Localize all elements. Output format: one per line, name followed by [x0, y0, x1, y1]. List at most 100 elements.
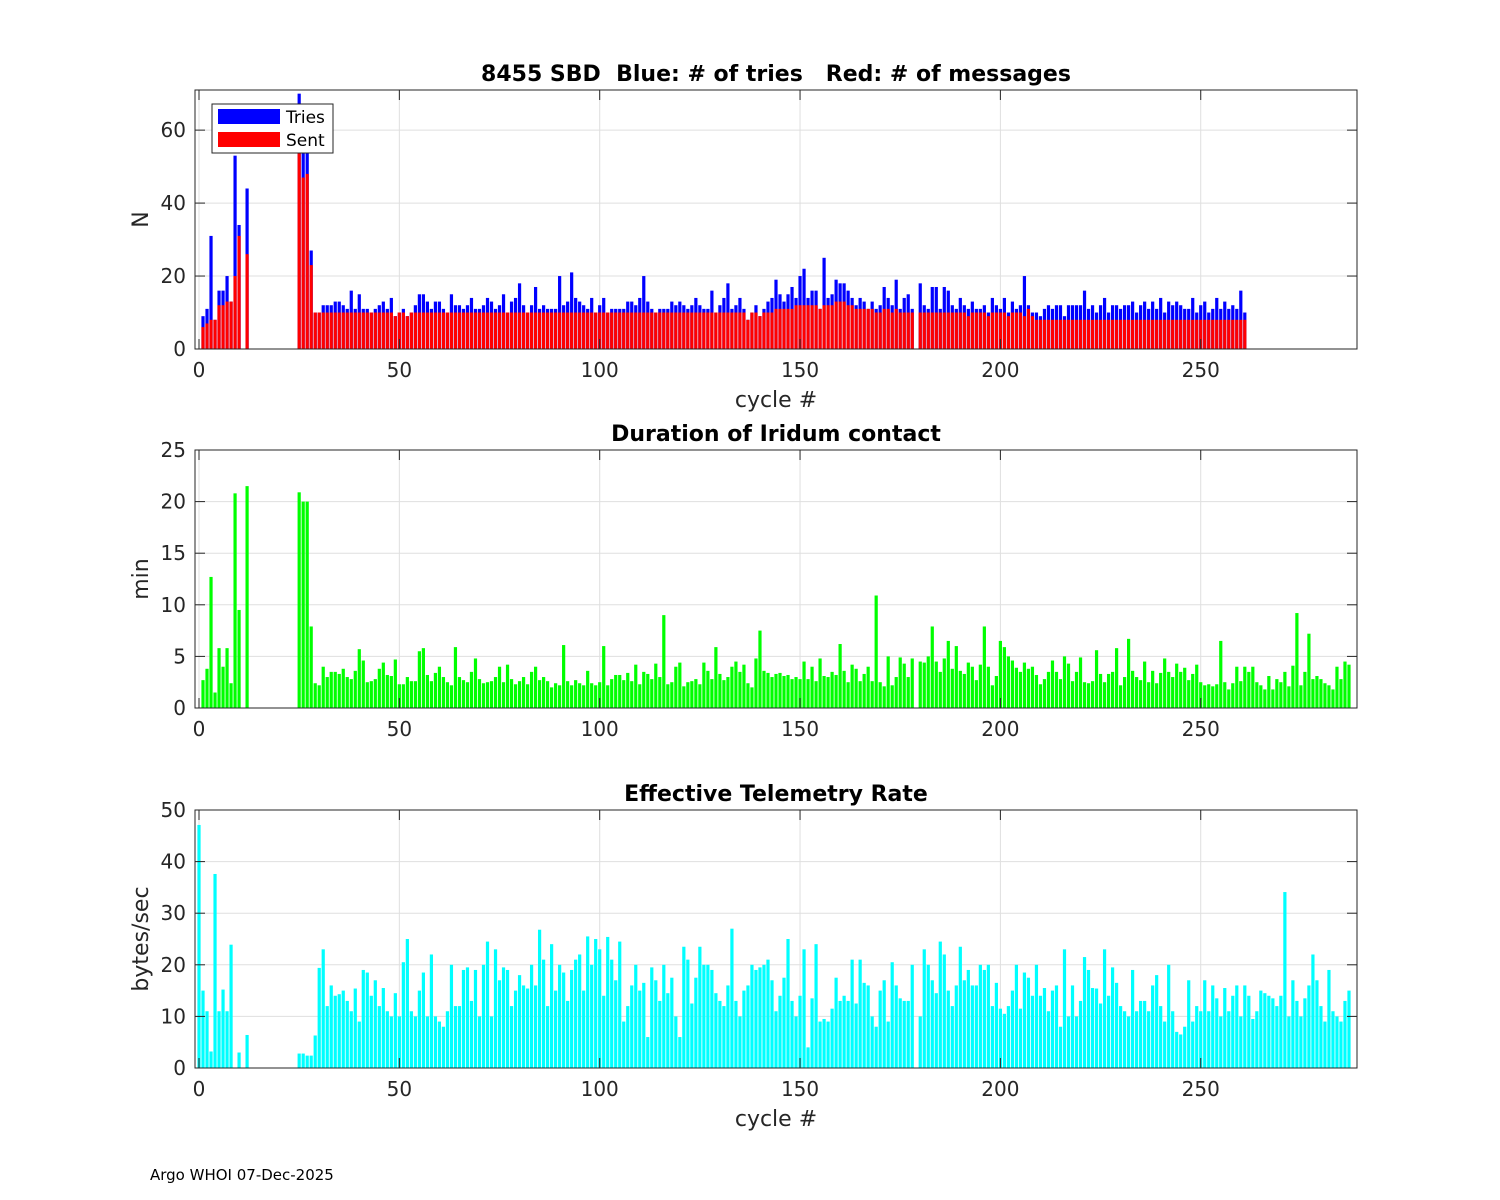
- bar: [317, 685, 321, 708]
- bar: [598, 682, 602, 708]
- bar: [606, 936, 610, 1068]
- bar-sent: [509, 312, 514, 349]
- bar: [718, 1000, 722, 1068]
- bar-sent: [1046, 319, 1051, 349]
- bar: [1070, 681, 1075, 708]
- bar: [445, 1011, 450, 1068]
- bar: [802, 949, 806, 1068]
- bar: [1259, 685, 1263, 708]
- bar: [1239, 681, 1243, 708]
- bar: [1143, 1000, 1147, 1068]
- bar-sent: [1038, 319, 1043, 349]
- bar: [1010, 660, 1015, 708]
- y-tick-label: 0: [173, 1056, 186, 1080]
- bar: [906, 677, 910, 708]
- bar: [349, 679, 353, 708]
- bar-sent: [201, 327, 205, 349]
- bar: [734, 1000, 738, 1068]
- bar: [429, 954, 434, 1068]
- bar: [541, 677, 546, 708]
- bar: [1171, 1011, 1175, 1068]
- bar-sent: [838, 301, 842, 349]
- bar-sent: [590, 312, 594, 349]
- bar: [437, 666, 442, 708]
- bar: [950, 668, 954, 708]
- bar: [626, 672, 630, 708]
- bar: [1271, 689, 1275, 708]
- bar-sent: [594, 312, 598, 349]
- bar: [1235, 985, 1239, 1068]
- bar-sent: [902, 312, 906, 349]
- bar-sent: [1131, 319, 1135, 349]
- bar: [1042, 988, 1047, 1068]
- bar: [1335, 1016, 1339, 1068]
- bar: [862, 673, 866, 708]
- axes-frame: [194, 89, 1358, 350]
- bar: [1287, 1016, 1291, 1068]
- bar: [1167, 671, 1171, 708]
- bar: [1279, 682, 1283, 708]
- bar: [690, 681, 694, 708]
- bar: [477, 679, 482, 708]
- bar-sent: [421, 312, 425, 349]
- bar: [1271, 998, 1275, 1068]
- legend: Tries Sent: [211, 103, 334, 154]
- bar: [782, 676, 786, 708]
- bar: [666, 993, 670, 1068]
- bar-sent: [1026, 308, 1031, 349]
- bar: [497, 980, 502, 1068]
- bar: [958, 670, 962, 708]
- bar: [409, 681, 413, 708]
- bar: [1074, 671, 1079, 708]
- bar-sent: [682, 312, 686, 349]
- bar-sent: [1187, 319, 1191, 349]
- bar: [297, 492, 301, 708]
- bar: [1163, 658, 1167, 708]
- bar-sent: [598, 312, 602, 349]
- bar: [582, 685, 586, 708]
- bar: [537, 680, 542, 708]
- bar: [986, 964, 990, 1068]
- y-tick-label: 40: [161, 191, 186, 215]
- bar-sent: [513, 312, 518, 349]
- bar: [906, 1000, 910, 1068]
- bar-sent: [541, 312, 546, 349]
- bar: [217, 1011, 221, 1068]
- bar-sent: [766, 312, 770, 349]
- bar: [846, 1000, 850, 1068]
- bar: [341, 990, 345, 1068]
- bar: [369, 995, 373, 1068]
- bar: [546, 1006, 550, 1068]
- bar: [750, 687, 754, 708]
- bar-tries: [1022, 276, 1027, 349]
- bar-sent: [505, 312, 510, 349]
- bar: [301, 501, 305, 708]
- bar: [830, 671, 834, 708]
- bar: [1303, 998, 1307, 1068]
- bar-sent: [221, 305, 225, 349]
- bar-sent: [726, 312, 730, 349]
- bar: [469, 671, 474, 708]
- bar: [365, 682, 369, 708]
- y-tick-label: 50: [161, 798, 186, 822]
- bar: [654, 980, 658, 1068]
- bar: [878, 682, 882, 708]
- bar-sent: [1070, 319, 1075, 349]
- bar-sent: [770, 312, 774, 349]
- bar-sent: [630, 312, 634, 349]
- bar-sent: [966, 316, 970, 349]
- bar: [1275, 1006, 1279, 1068]
- bar-sent: [537, 312, 542, 349]
- bar-sent: [622, 312, 626, 349]
- bar-sent: [441, 312, 446, 349]
- bar-sent: [746, 319, 750, 349]
- bar: [698, 946, 702, 1068]
- bar: [1207, 1011, 1211, 1068]
- bar: [1203, 980, 1207, 1068]
- bar: [926, 656, 930, 708]
- bar: [1255, 1011, 1259, 1068]
- bar: [874, 1026, 878, 1068]
- bar: [1247, 995, 1251, 1068]
- bar: [762, 670, 766, 708]
- bar: [938, 941, 942, 1068]
